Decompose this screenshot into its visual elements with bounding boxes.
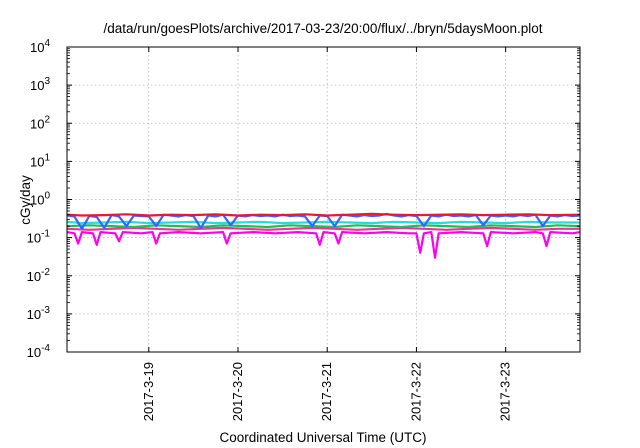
x-tick-label: 2017-3-22 [408, 362, 423, 421]
x-tick-label: 2017-3-19 [141, 362, 156, 421]
series-line-2 [66, 220, 580, 225]
y-tick-label: 10-3 [27, 305, 51, 322]
y-tick-label: 10-2 [27, 267, 51, 284]
series-layer [66, 212, 581, 259]
series-line-5 [66, 231, 581, 259]
grid-layer [67, 47, 580, 352]
y-tick-label: 102 [30, 114, 50, 131]
y-tick-label: 10-1 [27, 229, 51, 246]
y-tick-label: 104 [30, 38, 50, 55]
y-axis-title: cGy/day [18, 175, 33, 225]
y-tick-label: 103 [30, 76, 50, 93]
y-tick-label: 101 [30, 152, 50, 169]
y-tick-label: 100 [30, 191, 50, 208]
x-tick-label: 2017-3-20 [230, 362, 245, 421]
series-line-1 [66, 212, 581, 217]
x-axis-title: Coordinated Universal Time (UTC) [219, 430, 426, 445]
series-line-3 [66, 224, 581, 229]
series-line-4 [66, 226, 580, 231]
x-tick-label: 2017-3-23 [498, 362, 513, 421]
x-tick-label: 2017-3-21 [319, 362, 334, 421]
chart-title: /data/run/goesPlots/archive/2017-03-23/2… [103, 21, 542, 36]
axis-layer: 10-4 10-3 10-2 10-1 100 101 102 103 104 2017-3-19… [27, 38, 580, 421]
y-tick-label: 10-4 [27, 343, 51, 360]
